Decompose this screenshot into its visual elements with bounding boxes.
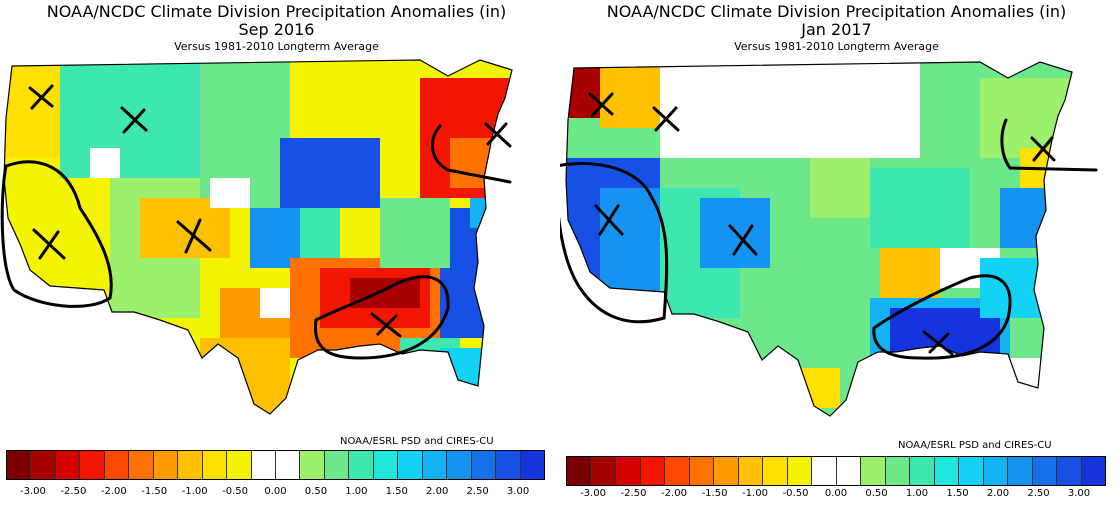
color-scale-tick-label: -2.00 — [661, 488, 687, 499]
color-scale-cell — [55, 451, 81, 479]
color-scale-cell — [153, 451, 179, 479]
color-scale-tick-label: 1.00 — [345, 486, 368, 497]
color-scale-tick-label: 2.00 — [426, 486, 449, 497]
color-scale-cell — [689, 457, 714, 485]
color-scale-cell — [7, 451, 32, 479]
color-scale-tick-label: -2.50 — [60, 486, 87, 497]
color-scale-tick-label: 1.50 — [385, 486, 408, 497]
color-scale-cell — [836, 457, 861, 485]
color-scale-cell — [714, 457, 739, 485]
color-scale-tick-label: -2.00 — [100, 486, 127, 497]
color-scale-cell — [1032, 457, 1057, 485]
color-scale-tick-label: 3.00 — [506, 486, 530, 497]
color-scale-cell — [885, 457, 910, 485]
map-subtitle: Versus 1981-2010 Longterm Average — [174, 40, 379, 53]
color-scale-cell — [80, 451, 105, 479]
color-scale-tick-label: 0.50 — [304, 486, 328, 497]
color-scale-cell — [1081, 457, 1105, 485]
color-scale-tick-label: -1.00 — [181, 486, 208, 497]
legend-credit: NOAA/ESRL PSD and CIRES-CU — [340, 436, 494, 447]
color-scale-tick-label: 1.00 — [905, 488, 929, 499]
color-scale-tick-label: -0.50 — [782, 488, 809, 499]
color-scale-cell — [567, 457, 592, 485]
color-scale-cell — [422, 451, 448, 479]
color-scale-cell — [520, 451, 544, 479]
color-scale-cell — [129, 451, 154, 479]
color-scale-cell — [787, 457, 812, 485]
color-scale-tick-label: -3.00 — [580, 488, 606, 499]
color-scale-cell — [812, 457, 837, 485]
color-scale-cell — [471, 451, 497, 479]
color-scale-cell — [104, 451, 130, 479]
color-scale-cell — [447, 451, 472, 479]
color-scale-ticks: -3.00 -2.50 -2.00 -1.50 -1.00 -0.50 0.00 0.50 1.… — [566, 488, 1106, 500]
color-scale-tick-label: 3.00 — [1067, 488, 1091, 499]
color-scale-cell — [861, 457, 886, 485]
color-scale-cell — [591, 457, 616, 485]
color-scale-tick-label: 2.00 — [986, 488, 1010, 499]
color-scale-cell — [1008, 457, 1033, 485]
color-scale-tick-label: -3.00 — [20, 486, 46, 497]
color-scale-cell — [398, 451, 423, 479]
color-scale-cell — [300, 451, 325, 479]
us-precip-anomaly-map-jan-2017 — [560, 61, 1098, 417]
us-precip-anomaly-map-sep-2016 — [0, 59, 513, 415]
legend-credit: NOAA/ESRL PSD and CIRES-CU — [898, 440, 1052, 451]
color-scale-cell — [910, 457, 935, 485]
map-panel-sep-2016: NOAA/NCDC Climate Division Precipitation… — [0, 0, 553, 530]
map-subtitle: Versus 1981-2010 Longterm Average — [734, 40, 939, 53]
color-scale-cell — [934, 457, 959, 485]
color-scale-ticks: -3.00 -2.50 -2.00 -1.50 -1.00 -0.50 0.00 0.50 1.… — [6, 486, 545, 498]
color-scale-tick-label: -2.50 — [620, 488, 647, 499]
color-scale-cell — [275, 451, 301, 479]
us-outline — [565, 61, 1073, 417]
handdrawn-annotations — [0, 84, 512, 360]
color-scale-tick-label: -1.00 — [742, 488, 768, 499]
color-scale-cell — [373, 451, 399, 479]
color-scale-tick-label: 1.50 — [946, 488, 969, 499]
color-scale-cell — [640, 457, 665, 485]
map-panel-jan-2017: NOAA/NCDC Climate Division Precipitation… — [560, 0, 1113, 530]
color-scale-tick-label: -0.50 — [222, 486, 248, 497]
color-scale-cell — [665, 457, 690, 485]
map-title: NOAA/NCDC Climate Division Precipitation… — [606, 2, 1067, 21]
color-scale-cell — [959, 457, 984, 485]
color-scale-cell — [616, 457, 641, 485]
color-scale-cell — [349, 451, 374, 479]
color-scale-cell — [763, 457, 788, 485]
color-scale-tick-label: 0.50 — [865, 488, 888, 499]
color-scale-cell — [227, 451, 252, 479]
color-scale-cell — [178, 451, 203, 479]
color-scale-bar — [566, 456, 1106, 486]
handdrawn-annotations — [560, 92, 1098, 360]
color-scale-cell — [251, 451, 276, 479]
color-scale-cell — [496, 451, 521, 479]
color-scale-tick-label: 2.50 — [466, 486, 489, 497]
color-scale-cell — [324, 451, 350, 479]
color-scale-cell — [738, 457, 763, 485]
map-period: Sep 2016 — [238, 20, 315, 39]
color-scale-cell — [202, 451, 228, 479]
color-scale-cell — [1057, 457, 1082, 485]
map-title: NOAA/NCDC Climate Division Precipitation… — [46, 2, 507, 21]
color-scale-tick-label: 2.50 — [1027, 488, 1050, 499]
color-scale-bar — [6, 450, 545, 480]
us-outline — [3, 59, 513, 415]
color-scale-tick-label: 0.00 — [824, 488, 848, 499]
color-scale-cell — [983, 457, 1008, 485]
color-scale-tick-label: -1.50 — [141, 486, 168, 497]
color-scale-cell — [31, 451, 56, 479]
color-scale-tick-label: -1.50 — [701, 488, 728, 499]
color-scale-tick-label: 0.00 — [264, 486, 287, 497]
map-period: Jan 2017 — [801, 20, 872, 39]
